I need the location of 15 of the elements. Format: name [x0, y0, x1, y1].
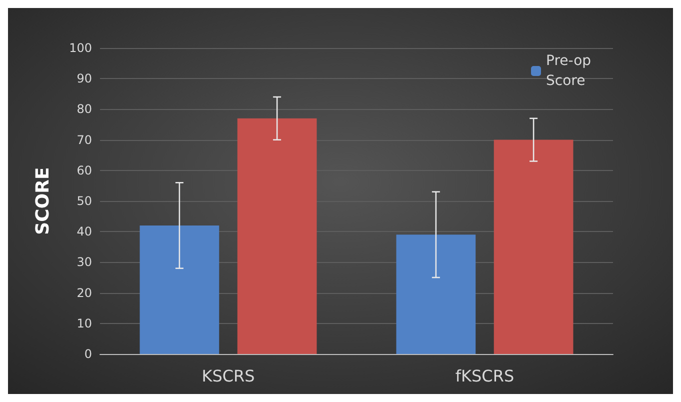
- legend-label: Pre-op Score: [546, 53, 596, 89]
- y-tick-label: 90: [76, 72, 92, 86]
- x-tick-label: fKSCRS: [455, 366, 514, 386]
- y-tick-label: 100: [69, 41, 92, 55]
- y-tick-label: 60: [76, 163, 92, 178]
- y-tick-label: 80: [76, 102, 92, 116]
- y-tick-label: 30: [76, 255, 92, 270]
- y-tick-label: 70: [76, 132, 92, 147]
- y-tick-label: 10: [76, 316, 92, 330]
- y-tick-label: 40: [76, 224, 92, 239]
- y-tick-label: 0: [84, 347, 92, 361]
- y-axis-title: SCORE: [32, 167, 54, 235]
- y-tick-label: 50: [76, 194, 92, 208]
- x-tick-label: KSCRS: [202, 366, 255, 386]
- y-tick-label: 20: [76, 286, 92, 300]
